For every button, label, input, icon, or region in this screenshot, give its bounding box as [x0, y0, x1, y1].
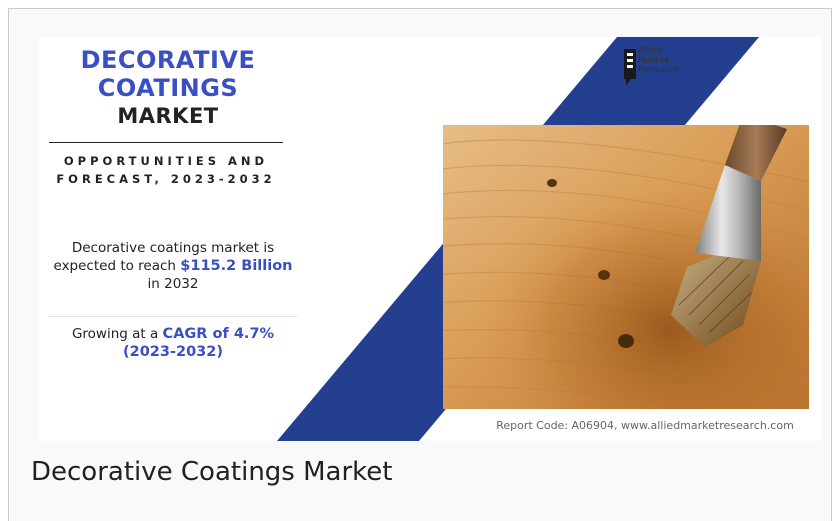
logo-mark-icon — [624, 49, 636, 86]
cagr-value: CAGR of 4.7% (2023-2032) — [123, 326, 275, 360]
paintbrush-wood-photo — [443, 125, 809, 409]
reach-suffix: in 2032 — [147, 276, 199, 292]
reach-prefix: Decorative coatings market is expected t… — [53, 240, 275, 274]
logo-line-2: Market — [638, 55, 669, 66]
infographic-left-panel: DECORATIVE COATINGS MARKET OPPORTUNITIES… — [39, 37, 297, 441]
reach-value: $115.2 Billion — [180, 258, 293, 274]
cagr-prefix: Growing at a — [71, 326, 163, 342]
section-divider — [49, 316, 297, 317]
title-line-2: COATINGS — [97, 74, 239, 102]
title-line-3: MARKET — [117, 104, 219, 128]
allied-market-research-logo: Allied Market Research — [624, 46, 704, 89]
logo-text: Allied Market Research — [638, 46, 680, 76]
forecast-subtitle: OPPORTUNITIES AND FORECAST, 2023-2032 — [56, 154, 276, 186]
image-caption: Decorative Coatings Market — [31, 457, 393, 487]
logo-line-3: Research — [638, 65, 680, 75]
thumbnail-frame: DECORATIVE COATINGS MARKET OPPORTUNITIES… — [8, 8, 832, 521]
logo-line-1: Allied — [638, 46, 663, 56]
market-reach-text: Decorative coatings market is expected t… — [53, 239, 293, 293]
cagr-text: Growing at a CAGR of 4.7% (2023-2032) — [53, 325, 293, 361]
infographic-image[interactable]: DECORATIVE COATINGS MARKET OPPORTUNITIES… — [39, 37, 821, 441]
report-code-footer: Report Code: A06904, www.alliedmarketres… — [496, 419, 794, 432]
title-line-1: DECORATIVE — [80, 46, 256, 74]
title-divider — [49, 142, 283, 143]
